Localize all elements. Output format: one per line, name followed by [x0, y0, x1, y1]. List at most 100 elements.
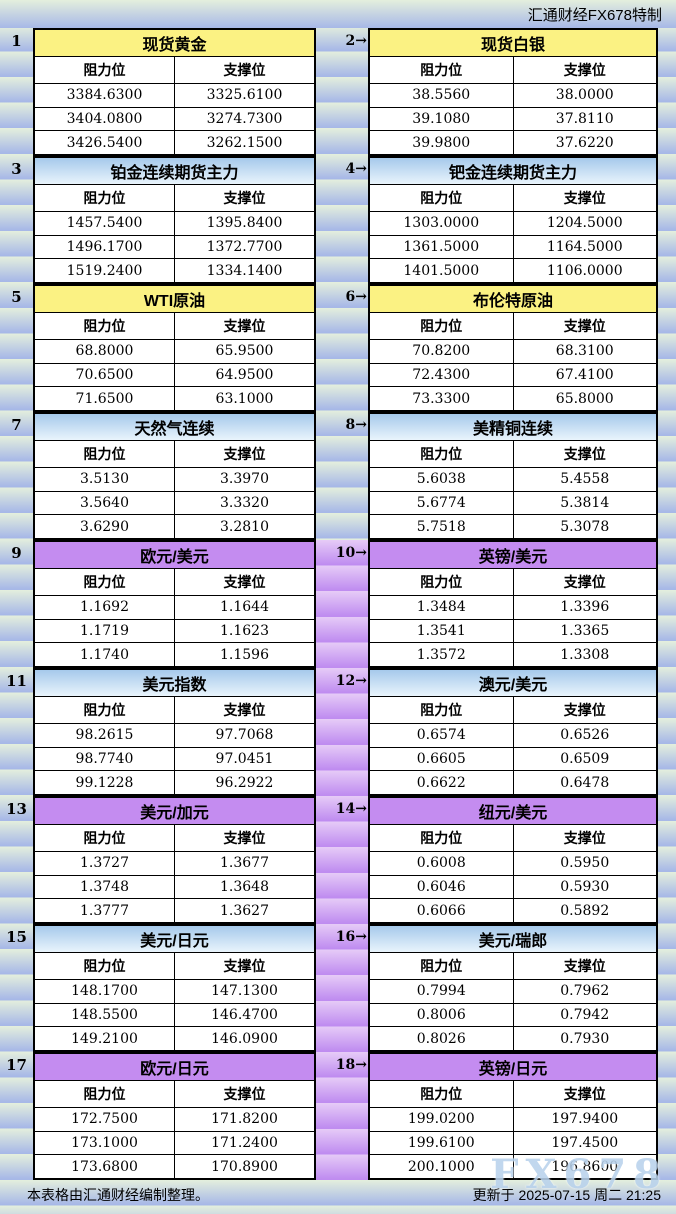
quote-panel: 欧元/美元 阻力位 支撑位 1.1692 1.1644 1.1719 1.1623 1.174… [33, 540, 316, 668]
col-header-support: 支撑位 [512, 568, 658, 596]
support-value: 1.1623 [174, 618, 316, 644]
row-number-label: 3 [11, 160, 22, 178]
resistance-value: 1519.2400 [33, 258, 175, 284]
support-value: 97.0451 [174, 746, 316, 772]
support-value: 65.9500 [174, 339, 316, 364]
col-header-support: 支撑位 [512, 824, 658, 852]
resistance-value: 3426.5400 [33, 130, 175, 156]
support-value: 1.3308 [512, 642, 658, 668]
col-header-support: 支撑位 [174, 1080, 316, 1108]
col-header-support: 支撑位 [512, 952, 658, 980]
row-number-label: 11 [6, 672, 27, 690]
resistance-value: 0.6046 [368, 874, 514, 900]
table-row: 39.9800 37.6220 [368, 130, 658, 156]
table-row: 1303.0000 1204.5000 [368, 211, 658, 236]
col-header-support: 支撑位 [174, 696, 316, 724]
support-value: 1.3677 [174, 851, 316, 876]
col-header-support: 支撑位 [512, 184, 658, 212]
resistance-value: 199.0200 [368, 1107, 514, 1132]
panel-title: 钯金连续期货主力 [368, 156, 658, 185]
section-band: 15 美元/日元 阻力位 支撑位 148.1700 147.1300 148.5500 146… [0, 924, 676, 1052]
support-value: 3274.7300 [174, 106, 316, 132]
panel-title: WTI原油 [33, 284, 316, 313]
support-value: 64.9500 [174, 362, 316, 388]
table-row: 1.3484 1.3396 [368, 595, 658, 620]
col-header-resistance: 阻力位 [368, 1080, 514, 1108]
row-number-label: 13 [6, 800, 27, 818]
table-row: 1519.2400 1334.1400 [33, 258, 316, 284]
right-margin [658, 412, 676, 540]
resistance-value: 0.6622 [368, 770, 514, 796]
table-row: 1.3541 1.3365 [368, 618, 658, 644]
table-row: 148.1700 147.1300 [33, 979, 316, 1004]
quote-panel: 澳元/美元 阻力位 支撑位 0.6574 0.6526 0.6605 0.6509 0.662… [368, 668, 658, 796]
gutter-column: 2→ [316, 28, 368, 156]
support-value: 0.7962 [512, 979, 658, 1004]
col-header-support: 支撑位 [174, 440, 316, 468]
table-row: 1.3777 1.3627 [33, 898, 316, 924]
resistance-value: 199.6100 [368, 1130, 514, 1156]
row-number-cell: 15 [0, 924, 33, 1052]
table-row: 73.3300 65.8000 [368, 386, 658, 412]
table-row: 98.2615 97.7068 [33, 723, 316, 748]
quote-panel: 美元/瑞郎 阻力位 支撑位 0.7994 0.7962 0.8006 0.7942 0.802… [368, 924, 658, 1052]
table-row: 1496.1700 1372.7700 [33, 234, 316, 260]
right-margin [658, 796, 676, 924]
right-margin [658, 1052, 676, 1180]
resistance-value: 1.1719 [33, 618, 175, 644]
support-value: 67.4100 [512, 362, 658, 388]
section-band: 13 美元/加元 阻力位 支撑位 1.3727 1.3677 1.3748 1.3648 1.3… [0, 796, 676, 924]
resistance-value: 5.6038 [368, 467, 514, 492]
support-value: 171.8200 [174, 1107, 316, 1132]
table-row: 1361.5000 1164.5000 [368, 234, 658, 260]
support-value: 0.6478 [512, 770, 658, 796]
resistance-value: 3.6290 [33, 514, 175, 540]
col-header-support: 支撑位 [174, 568, 316, 596]
table-row: 1.1740 1.1596 [33, 642, 316, 668]
col-header-resistance: 阻力位 [33, 184, 175, 212]
quote-panel: 铂金连续期货主力 阻力位 支撑位 1457.5400 1395.8400 1496.170… [33, 156, 316, 284]
panel-title: 美元/加元 [33, 796, 316, 825]
table-row: 148.5500 146.4700 [33, 1002, 316, 1028]
panel-title: 布伦特原油 [368, 284, 658, 313]
support-value: 38.0000 [512, 83, 658, 108]
table-row: 149.2100 146.0900 [33, 1026, 316, 1052]
col-header-support: 支撑位 [174, 184, 316, 212]
table-row: 3.6290 3.2810 [33, 514, 316, 540]
gutter-column: 12→ [316, 668, 368, 796]
resistance-value: 173.1000 [33, 1130, 175, 1156]
support-value: 197.4500 [512, 1130, 658, 1156]
resistance-value: 38.5560 [368, 83, 514, 108]
support-value: 5.4558 [512, 467, 658, 492]
support-value: 1.3648 [174, 874, 316, 900]
row-number-cell: 13 [0, 796, 33, 924]
table-row: 99.1228 96.2922 [33, 770, 316, 796]
gutter-arrow-label: 6→ [345, 289, 367, 305]
panel-title: 美精铜连续 [368, 412, 658, 441]
table-row: 1457.5400 1395.8400 [33, 211, 316, 236]
resistance-value: 0.6008 [368, 851, 514, 876]
panel-title: 纽元/美元 [368, 796, 658, 825]
resistance-value: 98.7740 [33, 746, 175, 772]
table-row: 5.7518 5.3078 [368, 514, 658, 540]
resistance-value: 1303.0000 [368, 211, 514, 236]
section-band: 9 欧元/美元 阻力位 支撑位 1.1692 1.1644 1.1719 1.1623 1.17… [0, 540, 676, 668]
table-row: 0.8026 0.7930 [368, 1026, 658, 1052]
table-row: 0.6574 0.6526 [368, 723, 658, 748]
quote-panel: 纽元/美元 阻力位 支撑位 0.6008 0.5950 0.6046 0.5930 0.606… [368, 796, 658, 924]
support-value: 0.5950 [512, 851, 658, 876]
table-row: 1.1719 1.1623 [33, 618, 316, 644]
right-margin [658, 156, 676, 284]
col-header-support: 支撑位 [512, 1080, 658, 1108]
support-value: 171.2400 [174, 1130, 316, 1156]
right-margin [658, 28, 676, 156]
col-header-resistance: 阻力位 [368, 440, 514, 468]
support-value: 197.9400 [512, 1107, 658, 1132]
gutter-arrow-label: 16→ [335, 929, 367, 945]
support-value: 65.8000 [512, 386, 658, 412]
section-band: 7 天然气连续 阻力位 支撑位 3.5130 3.3970 3.5640 3.3320 3.62… [0, 412, 676, 540]
resistance-value: 1496.1700 [33, 234, 175, 260]
resistance-value: 71.6500 [33, 386, 175, 412]
right-margin [658, 540, 676, 668]
resistance-value: 1.3727 [33, 851, 175, 876]
